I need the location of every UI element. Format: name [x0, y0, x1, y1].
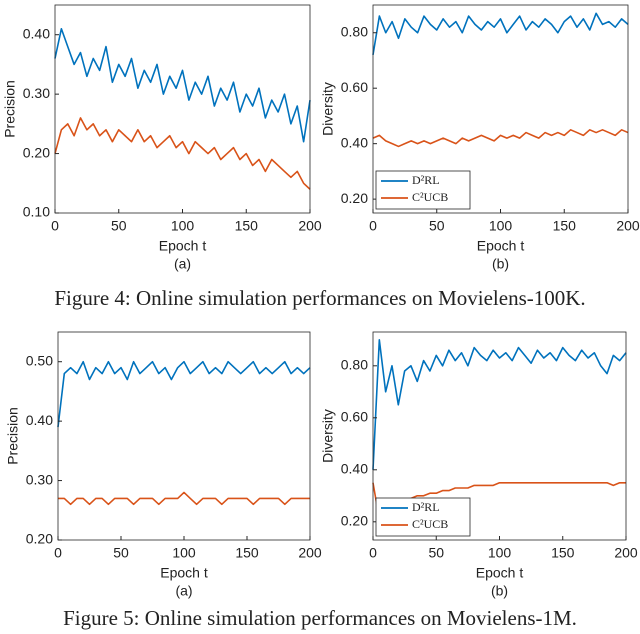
- x-tick-label: 50: [113, 545, 129, 561]
- x-tick-label: 200: [298, 218, 322, 234]
- y-tick-label: 0.40: [23, 25, 50, 41]
- y-axis-label: Diversity: [320, 82, 336, 136]
- legend-label: D²RL: [412, 500, 440, 514]
- legend-box: [375, 170, 471, 210]
- data-line: [57, 360, 311, 428]
- data-line: [54, 117, 311, 190]
- subfigure-label: (b): [492, 256, 509, 272]
- legend-box: [375, 497, 471, 537]
- x-tick-label: 100: [171, 218, 195, 234]
- y-tick-label: 0.80: [341, 23, 368, 39]
- y-tick-label: 0.60: [341, 409, 368, 425]
- y-tick-label: 0.40: [341, 461, 368, 477]
- y-tick-label: 0.20: [341, 190, 368, 206]
- x-tick-label: 0: [369, 545, 377, 561]
- x-tick-label: 150: [235, 545, 259, 561]
- y-tick-label: 0.30: [23, 85, 50, 101]
- y-tick-label: 0.50: [26, 352, 53, 368]
- plot-area: [58, 332, 310, 540]
- x-tick-label: 50: [428, 545, 444, 561]
- data-line: [372, 338, 627, 470]
- figure-caption: Figure 5: Online simulation performances…: [63, 606, 577, 630]
- y-axis-label: Precision: [5, 407, 21, 465]
- plot-area: [55, 5, 310, 213]
- y-tick-label: 0.20: [23, 144, 50, 160]
- y-tick-label: 0.20: [341, 513, 368, 529]
- x-tick-label: 50: [111, 218, 127, 234]
- x-tick-label: 50: [429, 218, 445, 234]
- data-line: [372, 12, 629, 56]
- x-tick-label: 200: [298, 545, 322, 561]
- x-tick-label: 0: [54, 545, 62, 561]
- y-tick-label: 0.30: [26, 471, 53, 487]
- y-tick-label: 0.60: [341, 79, 368, 95]
- x-tick-label: 200: [614, 545, 638, 561]
- y-tick-label: 0.10: [23, 204, 50, 220]
- y-axis-label: Precision: [2, 80, 18, 138]
- x-tick-label: 0: [369, 218, 377, 234]
- x-tick-label: 100: [172, 545, 196, 561]
- x-axis-label: Epoch t: [160, 565, 208, 581]
- x-tick-label: 150: [553, 218, 577, 234]
- data-line: [372, 481, 626, 521]
- x-tick-label: 100: [488, 545, 512, 561]
- data-line: [372, 129, 629, 148]
- x-tick-label: 150: [235, 218, 259, 234]
- data-line: [54, 27, 311, 143]
- y-axis-label: Diversity: [320, 409, 336, 463]
- y-tick-label: 0.20: [26, 531, 53, 547]
- subfigure-label: (a): [175, 583, 192, 599]
- subfigure-label: (a): [174, 256, 191, 272]
- x-axis-label: Epoch t: [159, 238, 207, 254]
- x-tick-label: 100: [489, 218, 513, 234]
- x-tick-label: 0: [51, 218, 59, 234]
- x-tick-label: 200: [616, 218, 640, 234]
- legend-label: D²RL: [412, 173, 440, 187]
- legend-label: C²UCB: [412, 190, 448, 204]
- data-line: [58, 491, 310, 506]
- subfigure-label: (b): [491, 583, 508, 599]
- y-tick-label: 0.40: [26, 412, 53, 428]
- figure-caption: Figure 4: Online simulation performances…: [54, 286, 585, 310]
- y-tick-label: 0.40: [341, 134, 368, 150]
- x-axis-label: Epoch t: [477, 238, 525, 254]
- legend-label: C²UCB: [412, 517, 448, 531]
- x-tick-label: 150: [551, 545, 575, 561]
- y-tick-label: 0.80: [341, 357, 368, 373]
- x-axis-label: Epoch t: [476, 565, 524, 581]
